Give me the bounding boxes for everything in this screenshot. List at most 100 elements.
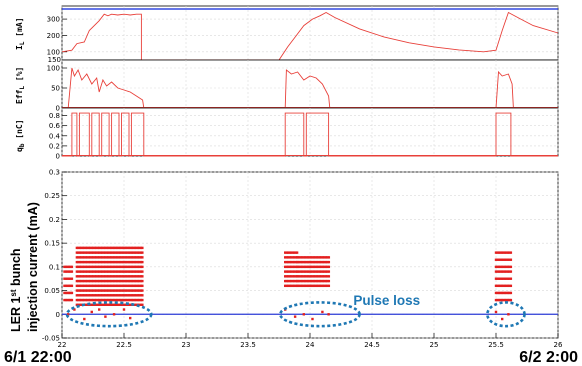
data-point — [494, 270, 498, 273]
data-point — [499, 284, 502, 288]
data-point — [81, 265, 85, 269]
data-point — [129, 279, 132, 283]
pulse-loss-ellipses — [65, 301, 526, 328]
data-point — [106, 260, 110, 264]
data-point — [314, 260, 317, 264]
data-point — [299, 265, 302, 269]
data-point — [114, 284, 117, 288]
data-point — [497, 270, 501, 273]
data-point — [77, 289, 80, 292]
data-point — [126, 251, 129, 254]
data-point — [499, 251, 502, 254]
data-point — [109, 284, 113, 288]
data-point — [93, 284, 96, 288]
data-point — [309, 275, 313, 278]
data-point — [78, 303, 82, 306]
pulse-loss-ellipse — [278, 301, 361, 328]
data-point — [129, 298, 132, 302]
data-point — [84, 294, 88, 297]
data-point — [102, 294, 105, 297]
data-point — [102, 284, 105, 288]
data-point — [112, 251, 116, 254]
data-point — [109, 260, 113, 264]
data-point — [497, 298, 501, 302]
data-point — [129, 289, 132, 292]
data-point — [291, 284, 294, 288]
data-point — [102, 256, 105, 259]
data-point — [108, 270, 111, 273]
data-point — [126, 256, 129, 259]
data-point — [121, 270, 125, 273]
y-tick-label: 100 — [47, 48, 60, 56]
data-point — [100, 284, 104, 288]
data-point — [80, 256, 83, 259]
data-point — [92, 289, 95, 292]
data-point — [80, 303, 83, 306]
data-point — [95, 260, 98, 264]
data-point — [302, 265, 305, 269]
data-point — [120, 270, 123, 273]
data-point — [306, 270, 310, 273]
data-point — [80, 251, 83, 254]
data-point — [323, 256, 326, 259]
data-point — [108, 256, 111, 259]
data-point — [84, 246, 88, 250]
data-point — [130, 256, 134, 259]
data-point — [294, 275, 297, 278]
data-point — [93, 289, 96, 292]
data-point — [120, 275, 123, 278]
data-point — [501, 317, 504, 321]
data-point — [83, 284, 86, 288]
data-point — [112, 279, 116, 283]
data-point — [124, 270, 128, 273]
data-point — [77, 246, 80, 250]
data-point — [305, 260, 308, 264]
data-point — [306, 265, 310, 269]
data-point — [297, 275, 301, 278]
data-point — [121, 265, 125, 269]
data-point — [135, 275, 138, 278]
data-point — [89, 289, 92, 292]
data-point — [117, 251, 120, 254]
panel-injection: -0.05 0 0.05 0.1 0.15 0.2 0.25 0.3 22 22.5 23 23.5… — [9, 169, 563, 350]
data-point — [132, 251, 135, 254]
data-point — [90, 265, 93, 269]
data-point — [497, 277, 501, 280]
data-point — [311, 256, 314, 259]
data-point — [138, 294, 141, 297]
data-point — [127, 251, 131, 254]
data-point — [99, 275, 102, 278]
data-point — [139, 289, 143, 292]
data-point — [108, 246, 111, 250]
data-point — [126, 246, 129, 250]
data-point — [141, 260, 144, 264]
data-point — [104, 315, 107, 318]
data-point — [286, 265, 290, 269]
data-point — [497, 265, 501, 269]
data-point — [69, 277, 72, 280]
data-point — [497, 251, 501, 254]
data-point — [299, 270, 302, 273]
data-point — [499, 291, 502, 295]
data-point — [507, 313, 510, 316]
data-point — [86, 298, 89, 302]
data-point — [138, 251, 141, 254]
data-point — [112, 294, 116, 297]
data-point — [505, 284, 508, 288]
data-point — [120, 265, 123, 269]
data-point — [77, 303, 80, 306]
y-tick-label: 0.1 — [49, 263, 60, 271]
pulse-loss-ellipse — [65, 301, 153, 328]
data-point — [89, 284, 92, 288]
data-point — [289, 260, 293, 264]
data-point — [92, 265, 95, 269]
data-point — [78, 289, 82, 292]
data-point — [89, 251, 92, 254]
data-point — [130, 260, 134, 264]
data-point — [105, 265, 108, 269]
data-point — [70, 270, 74, 273]
data-point — [115, 289, 119, 292]
data-point — [124, 275, 128, 278]
data-point — [323, 265, 326, 269]
data-point — [86, 251, 89, 254]
